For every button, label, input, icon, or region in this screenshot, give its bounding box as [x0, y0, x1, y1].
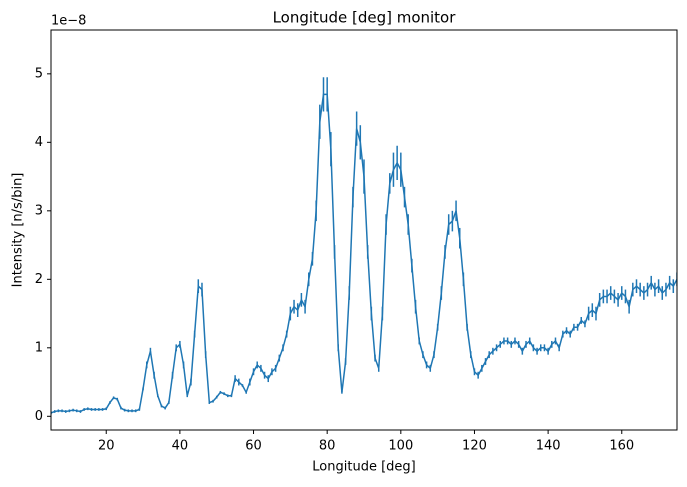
- x-tick-label: 100: [388, 439, 413, 454]
- y-tick-label: 5: [35, 66, 43, 81]
- y-tick-label: 1: [35, 340, 43, 355]
- x-tick-label: 120: [462, 439, 487, 454]
- y-tick-label: 0: [35, 409, 43, 424]
- offset-text: 1e−8: [51, 14, 86, 29]
- y-tick-label: 4: [35, 135, 43, 150]
- x-tick-label: 160: [609, 439, 634, 454]
- x-axis-label: Longitude [deg]: [312, 460, 415, 475]
- chart-title: Longitude [deg] monitor: [273, 9, 457, 27]
- y-axis-label: Intensity [n/s/bin]: [11, 173, 26, 288]
- y-tick-label: 3: [35, 203, 43, 218]
- x-tick-label: 40: [172, 439, 189, 454]
- x-tick-label: 60: [245, 439, 262, 454]
- plot-frame: [50, 29, 678, 431]
- x-tick-label: 20: [98, 439, 115, 454]
- y-tick-label: 2: [35, 272, 43, 287]
- x-tick-label: 80: [319, 439, 336, 454]
- x-tick-label: 140: [536, 439, 561, 454]
- data-line: [51, 93, 677, 414]
